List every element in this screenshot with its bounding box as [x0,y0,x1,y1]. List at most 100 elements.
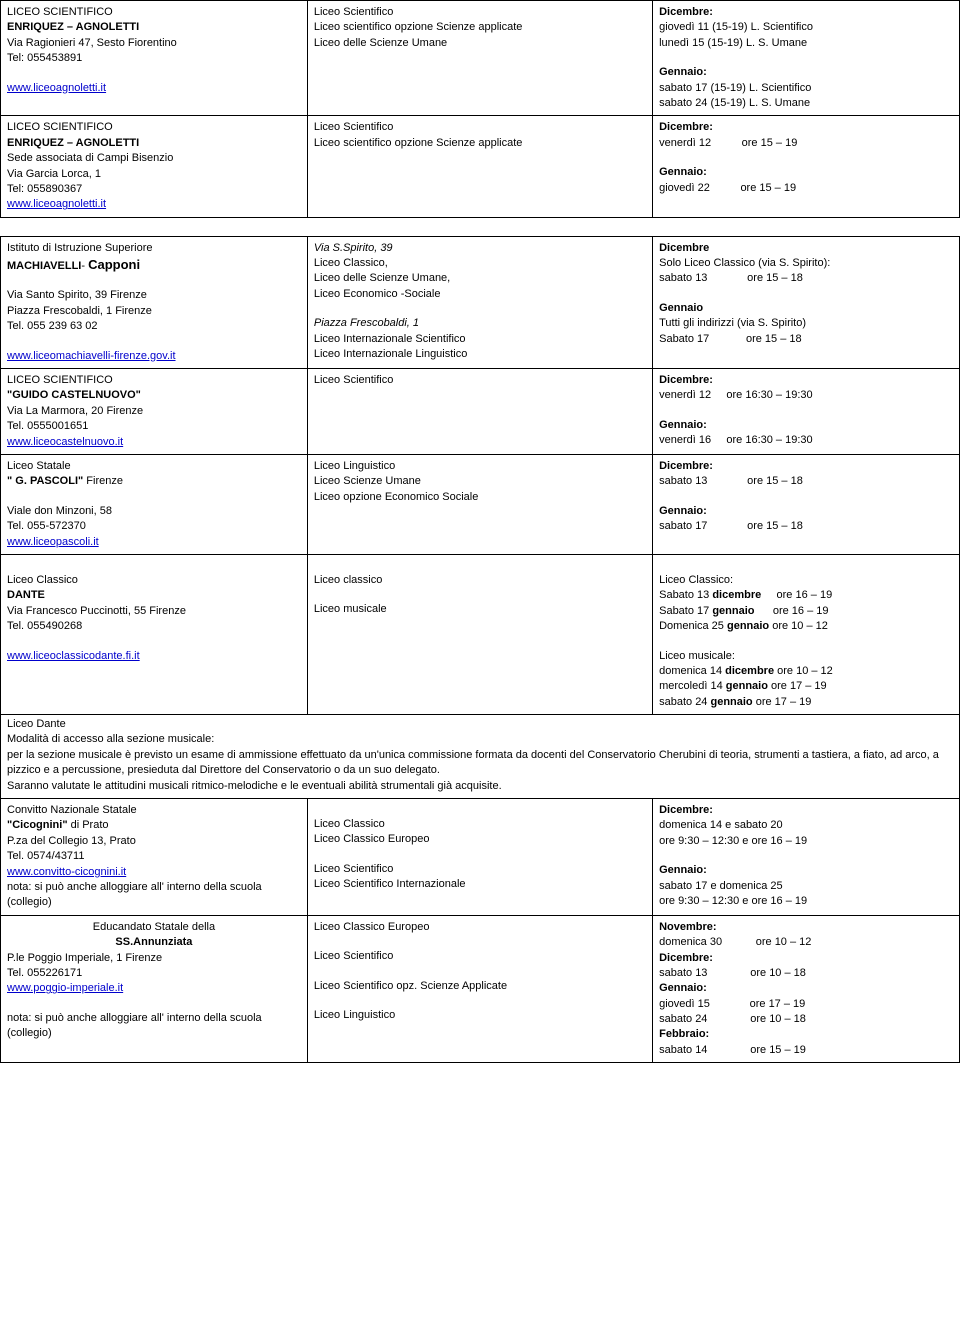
text: sabato 24 [659,696,710,708]
text: sabato 17 [659,520,707,532]
school-cell: Educandato Statale della SS.Annunziata P… [1,915,308,1063]
school-name: SS.Annunziata [115,936,192,948]
dates-cell: Dicembre Solo Liceo Classico (via S. Spi… [653,236,960,368]
month-header: Novembre: [659,921,716,933]
text: Solo Liceo Classico (via S. Spirito): [659,257,830,269]
text: giovedì 15 [659,998,710,1010]
text: Liceo Classico Europeo [314,833,430,845]
text: Via La Marmora, 20 Firenze [7,405,143,417]
text: Liceo Linguistico [314,1009,395,1021]
text: sabato 24 (15-19) L. S. Umane [659,97,810,109]
website-link[interactable]: www.liceopascoli.it [7,536,99,548]
text: Tel: 055890367 [7,183,82,195]
text: Tel. 055490268 [7,620,82,632]
month-header: Dicembre: [659,121,713,133]
text: ore 15 – 18 [747,520,803,532]
text: sabato 17 e domenica 25 [659,880,783,892]
website-link[interactable]: www.liceomachiavelli-firenze.gov.it [7,350,176,362]
text: Tel. 055 239 63 02 [7,320,98,332]
text: Via Francesco Puccinotti, 55 Firenze [7,605,186,617]
month-header: Dicembre: [659,6,713,18]
text: venerdì 12 [659,137,711,149]
text: Viale don Minzoni, 58 [7,505,112,517]
school-cell: Istituto di Istruzione Superiore MACHIAV… [1,236,308,368]
website-link[interactable]: www.liceocastelnuovo.it [7,436,123,448]
month-header: Gennaio: [659,419,707,431]
school-cell: Convitto Nazionale Statale "Cicognini" d… [1,799,308,916]
text: Liceo delle Scienze Umane, [314,272,450,284]
text: Liceo Scientifico [314,6,394,18]
text: Liceo Classico: [659,574,733,586]
school-name: DANTE [7,589,45,601]
text: Liceo Scientifico [314,863,394,875]
text: P.le Poggio Imperiale, 1 Firenze [7,952,162,964]
school-name: MACHIAVELLI [7,260,81,272]
website-link[interactable]: www.liceoagnoletti.it [7,198,106,210]
text: gennaio [712,605,754,617]
month-header: Gennaio: [659,982,707,994]
text: Liceo classico [314,574,382,586]
school-cell: Liceo Statale " G. PASCOLI" Firenze Vial… [1,454,308,554]
month-header: Dicembre: [659,374,713,386]
text: ore 10 – 12 [774,665,833,677]
website-link[interactable]: www.liceoclassicodante.fi.it [7,650,140,662]
text: Piazza Frescobaldi, 1 Firenze [7,305,152,317]
address-heading: Piazza Frescobaldi, 1 [314,317,419,329]
dates-cell: Dicembre: giovedì 11 (15-19) L. Scientif… [653,1,960,116]
school-cell: Liceo Classico DANTE Via Francesco Pucci… [1,554,308,714]
dates-cell: Novembre: domenica 30 ore 10 – 12 Dicemb… [653,915,960,1063]
text: Convitto Nazionale Statale [7,804,137,816]
text: lunedì 15 (15-19) L. S. Umane [659,37,807,49]
website-link[interactable]: www.liceoagnoletti.it [7,82,106,94]
text: LICEO SCIENTIFICO [7,374,113,386]
text: ore 15 – 18 [747,272,803,284]
month-header: Gennaio: [659,864,707,876]
text: ore 17 – 19 [768,680,827,692]
text: Saranno valutate le attitudini musicali … [7,780,502,792]
text: sabato 17 (15-19) L. Scientifico [659,82,811,94]
text: Liceo scientifico opzione Scienze applic… [314,137,523,149]
text: giovedì 22 [659,182,710,194]
text: giovedì 11 (15-19) L. Scientifico [659,21,813,33]
text: LICEO SCIENTIFICO [7,6,113,18]
website-link[interactable]: www.convitto-cicognini.it [7,866,126,878]
dates-cell: Dicembre: venerdì 12 ore 15 – 19 Gennaio… [653,116,960,217]
website-link[interactable]: www.poggio-imperiale.it [7,982,123,994]
text: Domenica 25 [659,620,727,632]
school-cell: LICEO SCIENTIFICO ENRIQUEZ – AGNOLETTI S… [1,116,308,217]
text: Liceo musicale: [659,650,735,662]
text: ore 17 – 19 [753,696,812,708]
text: per la sezione musicale è previsto un es… [7,749,939,776]
text: Liceo Statale [7,460,71,472]
text: mercoledì 14 [659,680,726,692]
text: dicembre [725,665,774,677]
text: - [81,260,85,272]
text: sabato 13 [659,967,707,979]
programs-cell: Liceo Scientifico [307,369,652,455]
text: ore 15 – 19 [742,137,798,149]
text: Liceo Scientifico [314,121,394,133]
text: Educandato Statale della [93,921,215,933]
text: Liceo Classico Europeo [314,921,430,933]
text: Sabato 17 [659,333,709,345]
text: Modalità di accesso alla sezione musical… [7,733,214,745]
note-cell: Liceo Dante Modalità di accesso alla sez… [1,715,960,799]
month-header: Dicembre: [659,804,713,816]
text: domenica 14 [659,665,725,677]
text: ore 9:30 – 12:30 e ore 16 – 19 [659,835,807,847]
text: dicembre [712,589,761,601]
text: sabato 13 [659,272,707,284]
text: Liceo Scientifico Internazionale [314,878,466,890]
text: Via Garcia Lorca, 1 [7,168,101,180]
programs-cell: Liceo Linguistico Liceo Scienze Umane Li… [307,454,652,554]
month-header: Dicembre: [659,952,713,964]
text: Liceo Scienze Umane [314,475,421,487]
text: domenica 14 e sabato 20 [659,819,783,831]
text: Liceo opzione Economico Sociale [314,491,479,503]
text: ore 16:30 – 19:30 [726,434,812,446]
text: gennaio [727,620,769,632]
text: gennaio [726,680,768,692]
text: domenica 30 [659,936,722,948]
text: ore 10 – 12 [769,620,828,632]
text: Istituto di Istruzione Superiore [7,242,153,254]
